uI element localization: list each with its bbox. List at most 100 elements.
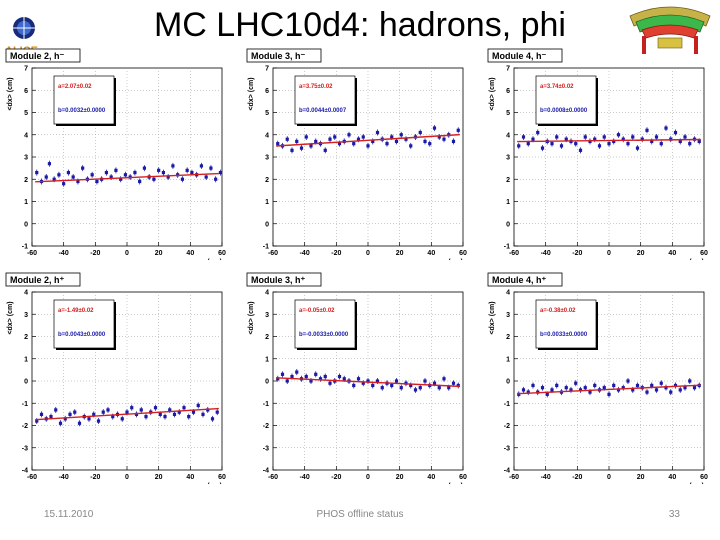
data-point (342, 377, 346, 381)
x-tick-label: -40 (59, 250, 69, 257)
x-tick-label: 60 (218, 250, 226, 257)
data-point (437, 135, 441, 139)
data-point (142, 166, 147, 170)
data-point (640, 137, 644, 141)
y-tick-label: 0 (506, 379, 510, 386)
data-point (39, 412, 44, 416)
data-point (109, 175, 113, 179)
x-tick-label: -40 (541, 474, 551, 481)
data-point (356, 377, 361, 381)
fit-a-label: a=2.07±0.02 (58, 84, 92, 90)
data-point (612, 139, 616, 144)
data-point (390, 383, 394, 388)
x-axis-label: x (cm) (442, 483, 463, 484)
data-point (555, 383, 559, 388)
y-tick-label: 1 (506, 199, 510, 206)
data-point (404, 137, 408, 141)
data-point (688, 379, 692, 383)
data-point (564, 386, 568, 390)
plot-title: Module 3, h⁻ (251, 51, 306, 61)
data-point (209, 166, 213, 170)
x-tick-label: 40 (427, 250, 435, 257)
data-point (187, 415, 191, 419)
y-tick-label: 6 (506, 88, 510, 95)
plot-panel-module4-neg: Module 4, h⁻ -60 -40 -20 0 20 40 60 -1 0 1 2 3 4 5 6 7 x … (484, 48, 720, 260)
x-tick-label: 20 (396, 250, 404, 257)
data-point (290, 374, 294, 379)
fit-box-shadow (297, 124, 357, 126)
data-point (119, 177, 123, 181)
x-tick-label: 0 (125, 250, 129, 257)
fit-box-shadow (114, 302, 116, 350)
fit-box (535, 299, 597, 349)
data-point (616, 388, 621, 392)
y-tick-label: 3 (24, 155, 28, 162)
plot-panel-module2-pos: Module 2, h⁺ -60 -40 -20 0 20 40 60 -4 -3 -2 -1 0 1 2 3… (2, 272, 238, 484)
data-point (574, 142, 578, 146)
fit-box (53, 299, 115, 349)
x-tick-label: -20 (572, 474, 582, 481)
data-point (583, 135, 587, 139)
data-point (101, 410, 105, 414)
fit-box (53, 75, 115, 125)
data-point (81, 166, 85, 170)
data-point (394, 379, 399, 383)
y-tick-label: 3 (506, 312, 510, 319)
data-point (593, 137, 597, 141)
data-point (526, 390, 530, 394)
y-tick-label: 3 (265, 312, 269, 319)
data-point (578, 388, 583, 392)
fit-a-label: a=3.74±0.02 (540, 84, 574, 90)
y-tick-label: 0 (265, 379, 269, 386)
x-tick-label: 0 (366, 250, 370, 257)
data-point (545, 392, 549, 396)
y-axis-label: <dx> (cm) (489, 77, 496, 110)
y-tick-label: 5 (24, 110, 28, 117)
x-tick-label: -20 (572, 250, 582, 257)
data-point (607, 142, 611, 146)
data-point (555, 135, 559, 139)
data-point (314, 139, 318, 144)
data-point (428, 142, 432, 146)
data-point (654, 135, 659, 139)
y-tick-label: -3 (263, 445, 269, 452)
y-axis-label: <dx> (cm) (7, 77, 14, 110)
data-point (290, 148, 294, 152)
data-point (442, 137, 446, 141)
data-point (285, 379, 289, 383)
data-point (390, 135, 394, 139)
y-tick-label: 2 (265, 177, 269, 184)
y-tick-label: 0 (265, 221, 269, 228)
data-point (517, 392, 521, 396)
y-tick-label: 1 (24, 199, 28, 206)
data-point (559, 144, 564, 148)
fit-box-shadow (596, 302, 598, 350)
y-tick-label: 3 (265, 155, 269, 162)
data-point (92, 412, 96, 416)
fit-a-label: a=-0.05±0.02 (299, 308, 335, 314)
data-point (157, 168, 161, 172)
page-number: 33 (668, 509, 680, 520)
y-tick-label: 4 (24, 290, 28, 297)
data-point (588, 390, 592, 394)
data-point (692, 386, 697, 390)
data-point (521, 388, 526, 392)
data-point (96, 419, 101, 423)
y-tick-label: 5 (506, 110, 510, 117)
fit-box-shadow (56, 124, 116, 126)
data-point (612, 383, 616, 388)
fit-box-shadow (56, 348, 116, 350)
data-point (531, 137, 535, 141)
slide-title: MC LHC10d4: hadrons, phi (153, 6, 566, 44)
data-point (550, 142, 554, 146)
data-point (168, 408, 172, 412)
data-point (182, 406, 186, 410)
data-point (323, 148, 327, 152)
data-point (645, 390, 649, 394)
data-point (635, 146, 640, 150)
y-tick-label: 1 (265, 199, 269, 206)
data-point (371, 139, 375, 144)
data-point (399, 133, 403, 137)
data-point (631, 135, 635, 139)
fit-box-shadow (355, 302, 357, 350)
